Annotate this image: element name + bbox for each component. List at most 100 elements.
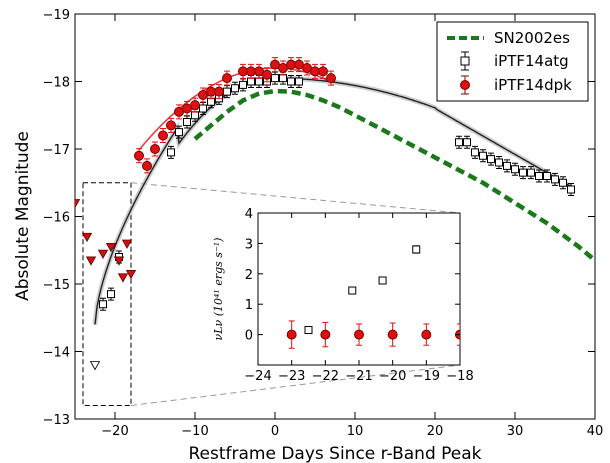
inset-y-tick-label: 4 (245, 207, 253, 222)
iptf14atg-point (471, 148, 479, 157)
iptf14dpk-point (326, 73, 336, 84)
y-tick-label: −15 (43, 278, 70, 293)
iptf14dpk-point (150, 144, 160, 154)
main-plot-area (75, 57, 595, 406)
iptf14atg-point (183, 118, 191, 126)
x-tick-label: 20 (427, 424, 444, 439)
inset-iptf14atg-point (304, 326, 313, 335)
iptf14atg-point (495, 158, 503, 167)
iptf14atg-point (255, 77, 263, 86)
y-tick-label: −16 (43, 211, 70, 226)
inset-iptf14dpk-point (354, 329, 364, 340)
iptf14dpk-point (262, 69, 272, 80)
iptf14atg-point (511, 165, 519, 174)
iptf14atg-point (231, 84, 239, 93)
iptf14atg-point (99, 300, 107, 309)
inset-y-tick-label: 3 (245, 237, 253, 252)
iptf14atg-point (479, 151, 487, 160)
y-axis-label: Absolute Magnitude (13, 131, 33, 301)
iptf14atg-point (535, 172, 543, 180)
inset-iptf14dpk-point (286, 329, 297, 340)
iptf14atg-point (463, 138, 471, 147)
inset-y-tick-label: 0 (245, 329, 253, 344)
iptf14atg-point (223, 87, 231, 96)
iptf14atg-point (167, 148, 175, 157)
iptf14atg-point (279, 74, 287, 83)
inset-y-axis-label: νLν (10⁴¹ ergs s⁻¹) (212, 238, 225, 341)
x-tick-label: 10 (347, 424, 364, 439)
iptf14atg-point (175, 128, 183, 137)
iptf14atg-point (271, 74, 279, 83)
iptf14atg-point (207, 97, 215, 106)
upper-limit-marker (125, 269, 137, 280)
inset-x-tick-label: −21 (345, 369, 372, 384)
zoom-box-layer (82, 182, 461, 406)
iptf14dpk-point (190, 100, 200, 111)
upper-limit-marker (105, 242, 117, 253)
x-axis-label: Restframe Days Since r-Band Peak (188, 444, 481, 463)
iptf14atg-point (503, 161, 511, 170)
iptf14dpk-point (134, 150, 144, 161)
iptf14atg-point (191, 111, 199, 120)
upper-limit-marker (89, 361, 101, 371)
inset-iptf14dpk-point (421, 329, 432, 340)
iptf14atg-point (567, 185, 575, 194)
iptf14atg-point (295, 77, 303, 86)
inset-iptf14atg-point (348, 286, 357, 295)
legend-label-iptf14atg: iPTF14atg (494, 52, 569, 70)
iptf14atg-point (487, 155, 495, 164)
iptf14atg-point (287, 77, 295, 86)
y-tick-label: −13 (43, 413, 70, 428)
zoom-connector-top (130, 182, 461, 214)
legend-swatch-iptf14atg (460, 51, 470, 71)
iptf14dpk-point (318, 66, 328, 77)
y-tick-label: −18 (43, 76, 70, 91)
inset-x-tick-label: −18 (446, 369, 473, 384)
inset-y-tick-label: 1 (245, 298, 253, 313)
iptf14dpk-point (214, 86, 224, 97)
inset-y-tick-label: 2 (245, 268, 253, 283)
legend-label-iptf14dpk: iPTF14dpk (494, 76, 572, 94)
upper-limit-marker (75, 199, 81, 209)
iptf14atg-point (559, 178, 567, 187)
main-ticks: −20 −10 0 10 20 30 40−19−18−17−16−15−14−13 (43, 8, 604, 439)
iptf14dpk-point (222, 73, 232, 84)
upper-limit-marker (97, 249, 109, 259)
y-tick-label: −14 (43, 346, 70, 361)
zoom-region-box (82, 182, 132, 406)
iptf14atg-point (455, 138, 463, 147)
x-tick-label: −10 (181, 424, 208, 439)
iptf14atg-point (519, 168, 527, 177)
iptf14atg-point (107, 290, 115, 299)
iptf14atg-point (527, 168, 535, 177)
inset-x-tick-label: −24 (244, 369, 271, 384)
iptf14dpk-point (166, 120, 176, 131)
y-tick-label: −17 (43, 143, 70, 158)
inset-x-tick-label: −19 (413, 369, 440, 384)
upper-limit-marker (113, 256, 125, 266)
iptf14atg-point (199, 104, 207, 113)
iptf14atg-point (239, 80, 247, 89)
x-tick-label: 0 (271, 424, 279, 439)
upper-limit-marker (85, 256, 97, 266)
zoom-connector-bottom (130, 364, 461, 406)
iptf14atg-point (543, 172, 551, 180)
x-tick-label: −20 (101, 424, 128, 439)
iptf14dpk-point (142, 160, 152, 171)
y-tick-label: −19 (43, 8, 70, 23)
upper-limit-marker (121, 239, 133, 249)
inset-iptf14dpk-point (320, 329, 331, 340)
iptf14atg-point (551, 175, 559, 184)
upper-limit-marker (117, 273, 129, 283)
inset-x-tick-label: −20 (379, 369, 406, 384)
inset-x-tick-label: −23 (278, 369, 305, 384)
iptf14dpk-point (158, 130, 168, 141)
x-tick-label: 40 (587, 424, 604, 439)
inset-iptf14dpk-point (387, 329, 398, 340)
sn2002es-line (193, 88, 595, 263)
legend: SN2002es iPTF14atg iPTF14dpk (436, 21, 589, 102)
inset-x-tick-label: −22 (312, 369, 339, 384)
upper-limit-marker (81, 232, 93, 243)
x-tick-label: 30 (507, 424, 524, 439)
